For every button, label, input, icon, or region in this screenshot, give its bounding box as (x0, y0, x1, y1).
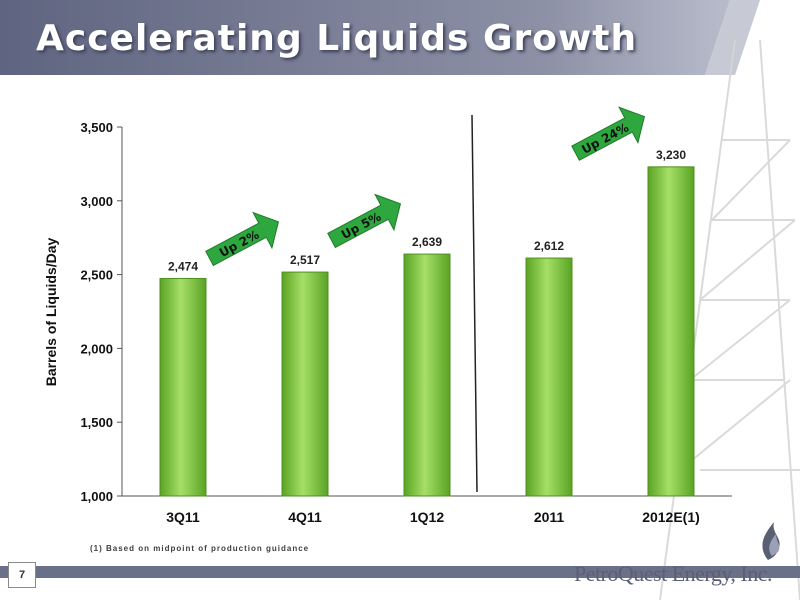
bar-value-label: 2,612 (534, 239, 564, 253)
footnote: (1) Based on midpoint of production guid… (90, 544, 310, 553)
bar-3q11 (159, 277, 207, 497)
x-tick-label: 2011 (534, 509, 565, 525)
derrick-watermark (659, 39, 800, 600)
bar-value-label: 2,474 (168, 259, 198, 273)
company-brand: PetroQuest Energy, Inc. (573, 561, 773, 586)
bar-value-label: 2,639 (412, 235, 442, 249)
bar-4q11 (281, 271, 329, 497)
page-title: Accelerating Liquids Growth (36, 18, 638, 59)
x-tick-label: 2012E(1) (642, 509, 700, 525)
y-tick-label: 3,500 (80, 120, 113, 135)
footer-band (0, 566, 800, 578)
bar-2011 (525, 257, 573, 497)
header-band (0, 0, 730, 75)
y-axis-label: Barrels of Liquids/Day (43, 237, 59, 386)
growth-arrow-shape (327, 193, 402, 249)
bar-2012e-1 (647, 166, 695, 497)
growth-arrow: Up 2% (205, 211, 280, 267)
company-logo-flame (762, 522, 780, 560)
y-tick-label: 2,500 (80, 268, 113, 283)
growth-arrow-shape (205, 211, 280, 267)
x-tick-label: 1Q12 (410, 509, 444, 525)
period-divider-line (471, 114, 478, 493)
x-tick-label: 4Q11 (288, 509, 322, 525)
growth-arrow: Up 5% (327, 193, 402, 249)
growth-arrow: Up 24% (571, 106, 646, 161)
bar-1q12 (403, 253, 451, 497)
y-tick-label: 3,000 (80, 194, 113, 209)
bar-value-label: 3,230 (656, 148, 686, 162)
header-accent (705, 0, 760, 75)
x-tick-label: 3Q11 (166, 509, 200, 525)
y-tick-label: 2,000 (80, 341, 113, 356)
page-number: 7 (8, 562, 36, 588)
y-tick-label: 1,500 (80, 415, 113, 430)
growth-arrow-shape (571, 106, 646, 161)
y-tick-label: 1,000 (80, 489, 113, 504)
bar-value-label: 2,517 (290, 253, 320, 267)
